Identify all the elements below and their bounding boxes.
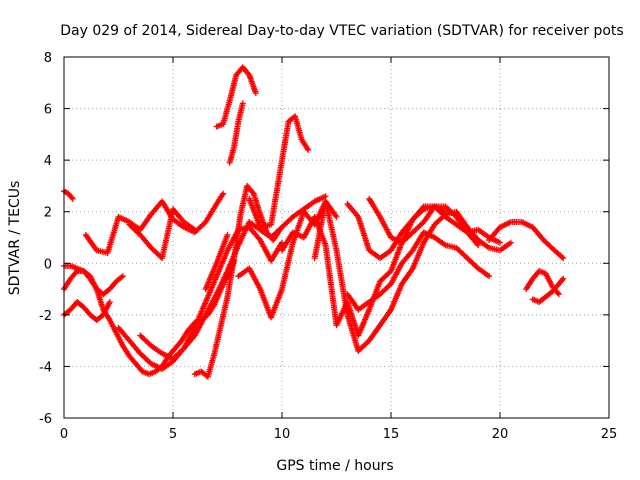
data-point (442, 208, 449, 215)
y-tick-label: 0 (44, 257, 52, 272)
series-arc-15 (279, 203, 482, 339)
series-arc-19 (366, 195, 449, 246)
x-tick-label: 25 (601, 427, 618, 442)
x-axis-label: GPS time / hours (276, 458, 393, 474)
data-point (224, 231, 231, 238)
data-point (507, 239, 514, 246)
x-tick-label: 0 (60, 427, 68, 442)
series-arc-7 (115, 224, 285, 373)
x-tick-label: 5 (169, 427, 177, 442)
data-point (475, 242, 482, 249)
series-arc-12 (226, 100, 246, 166)
y-axis-label: SDTVAR / TECUs (7, 181, 23, 296)
series-arc-17 (344, 229, 493, 313)
data-point (276, 226, 283, 233)
series-arc-1 (61, 188, 76, 202)
y-tick-label: 2 (44, 206, 52, 221)
data-point (554, 289, 561, 296)
data-point (249, 189, 256, 196)
axis-ticks: 0 5 10 15 20 25 -6 -4 -2 0 2 4 6 8 (39, 51, 617, 442)
data-point (68, 194, 75, 201)
x-tick-label: 15 (383, 427, 400, 442)
data-point (497, 239, 503, 246)
data-point (305, 146, 312, 153)
series-arc-4 (61, 268, 126, 298)
data-point (560, 275, 567, 282)
x-tick-label: 20 (492, 427, 509, 442)
y-tick-label: 6 (44, 103, 52, 118)
y-tick-label: 4 (44, 154, 52, 169)
y-tick-label: -2 (39, 309, 52, 324)
series-arc-11 (213, 64, 259, 130)
data-point (252, 90, 259, 97)
series-arc-5 (82, 190, 227, 256)
series-arc-3 (61, 298, 113, 324)
data-point (106, 298, 113, 305)
data-point (239, 100, 246, 107)
series-arc-10 (202, 231, 231, 293)
data-point (118, 274, 125, 281)
data-point (191, 226, 198, 233)
series-arc-21 (523, 268, 562, 298)
data-point (560, 255, 567, 262)
data-point (69, 195, 76, 202)
series-arc-9 (191, 182, 283, 380)
data-point (559, 277, 566, 284)
data-point (220, 190, 227, 197)
chart-title: Day 029 of 2014, Sidereal Day-to-day VTE… (60, 23, 623, 39)
y-tick-label: -4 (39, 360, 52, 375)
y-tick-label: 8 (44, 51, 52, 66)
series-arc-16 (311, 198, 514, 354)
y-tick-label: -6 (39, 412, 52, 427)
plot-frame (63, 56, 610, 419)
series-arc-20 (486, 219, 567, 262)
data-point (486, 273, 493, 280)
data-point (119, 273, 126, 280)
series-arc-6 (126, 206, 198, 262)
series-arc-13 (246, 113, 312, 231)
data-point (555, 291, 562, 298)
x-tick-label: 10 (274, 427, 291, 442)
data-point (333, 213, 340, 220)
data-marks (61, 64, 567, 380)
series-arc-22 (529, 275, 567, 305)
data-point (72, 269, 79, 276)
data-point (322, 193, 329, 200)
